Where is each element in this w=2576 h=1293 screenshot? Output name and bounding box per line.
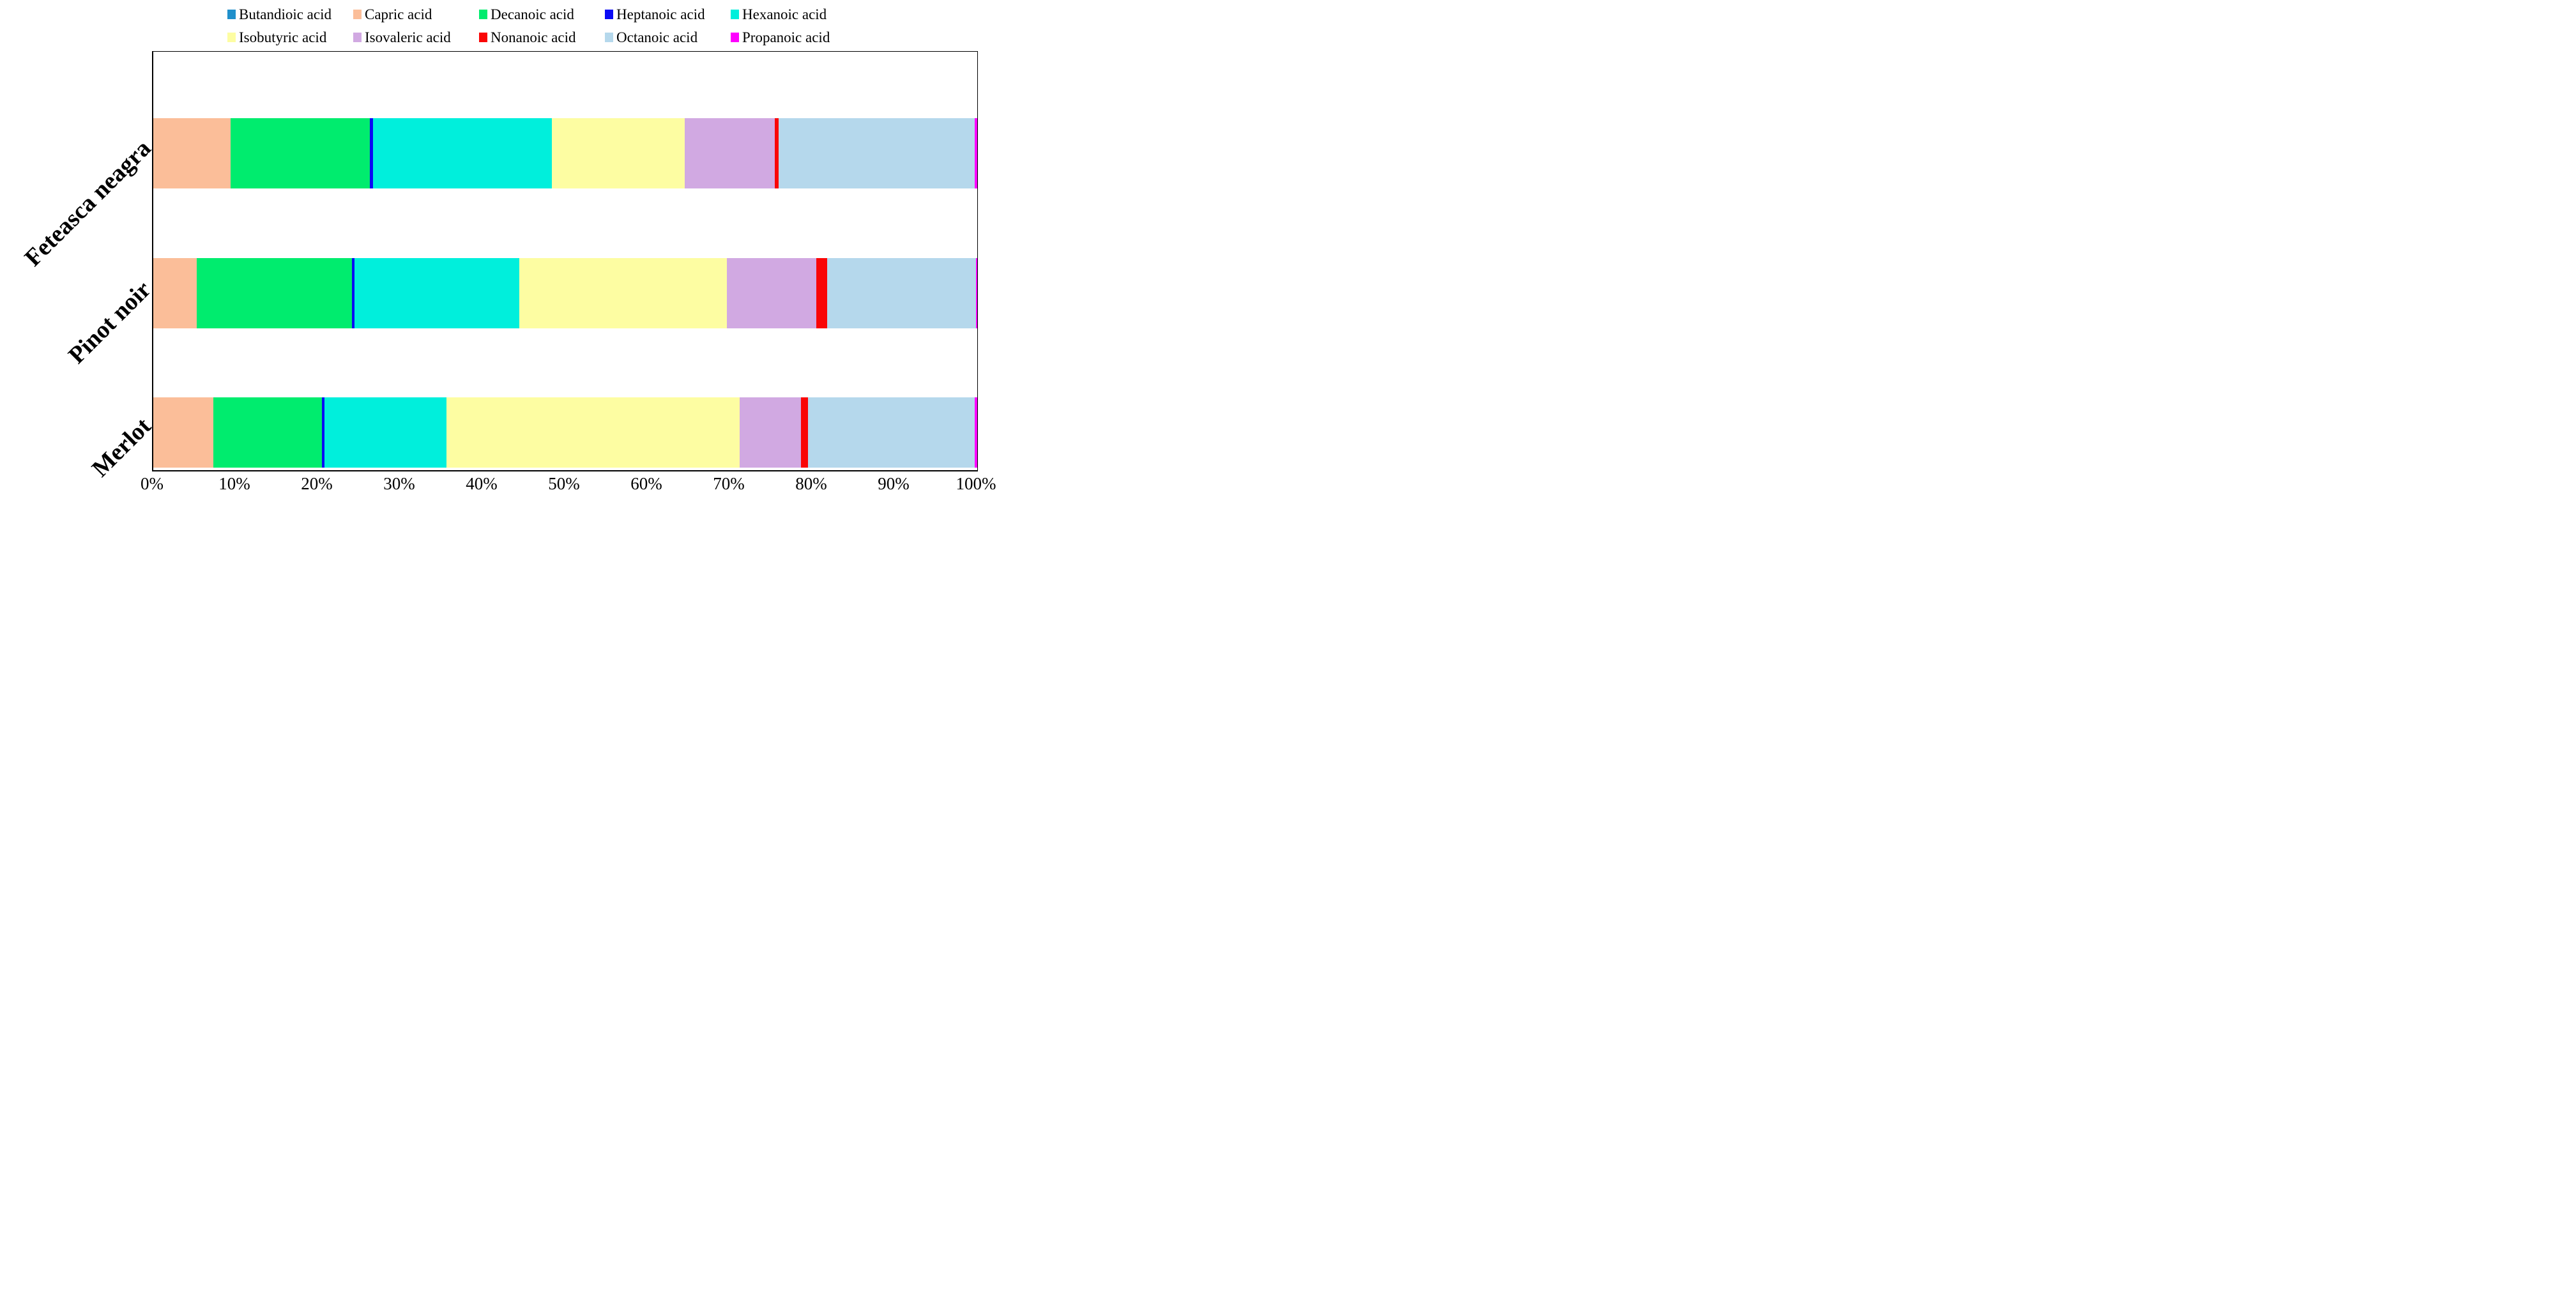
bar-segment-propanoic-acid: [975, 397, 977, 468]
x-tick-label-70pct: 70%: [713, 474, 745, 493]
legend-item-isobutyric-acid: Isobutyric acid: [227, 26, 353, 49]
legend-swatch-icon: [353, 9, 362, 19]
legend-item-decanoic-acid: Decanoic acid: [479, 3, 605, 26]
bar-segment-nonanoic-acid: [800, 397, 809, 468]
legend-swatch-icon: [731, 9, 739, 19]
bar-segment-nonanoic-acid: [774, 118, 779, 189]
x-tick-label-50pct: 50%: [548, 474, 580, 493]
bar-segment-decanoic-acid: [197, 257, 352, 328]
legend-swatch-icon: [605, 32, 613, 42]
legend-label: Hexanoic acid: [742, 6, 827, 22]
category-label-merlot: Merlot: [87, 413, 156, 482]
x-tick-label-40pct: 40%: [466, 474, 498, 493]
legend-item-hexanoic-acid: Hexanoic acid: [731, 3, 857, 26]
bar-segment-nonanoic-acid: [816, 257, 827, 328]
bar-segment-heptanoic-acid: [351, 257, 355, 328]
bar-segment-hexanoic-acid: [373, 118, 553, 189]
legend-swatch-icon: [353, 32, 362, 42]
legend-swatch-icon: [605, 9, 613, 19]
bar-segment-decanoic-acid: [213, 397, 323, 468]
x-tick-label-60pct: 60%: [630, 474, 662, 493]
category-label-feteasca-neagra: Feteasca neagra: [19, 135, 156, 272]
legend-label: Octanoic acid: [616, 29, 698, 45]
legend-label: Isobutyric acid: [239, 29, 327, 45]
x-tick-label-80pct: 80%: [795, 474, 827, 493]
legend-item-isovaleric-acid: Isovaleric acid: [353, 26, 479, 49]
bar-segment-isobutyric-acid: [519, 257, 728, 328]
bar-segment-capric-acid: [153, 118, 231, 189]
x-tick-label-0pct: 0%: [141, 474, 164, 493]
bar-segment-octanoic-acid: [808, 397, 975, 468]
legend-item-octanoic-acid: Octanoic acid: [605, 26, 731, 49]
category-row-pinot-noir: [153, 191, 977, 330]
bar-segment-propanoic-acid: [976, 257, 977, 328]
legend-label: Propanoic acid: [742, 29, 830, 45]
category-row-merlot: [153, 331, 977, 470]
bar-segment-heptanoic-acid: [322, 397, 325, 468]
x-axis-tick-labels: 0% 10% 20% 30% 40% 50% 60% 70% 80% 90% 100%: [0, 473, 1002, 499]
legend-swatch-icon: [227, 9, 236, 19]
bar-segment-isovaleric-acid: [685, 118, 775, 189]
x-tick-label-30pct: 30%: [383, 474, 415, 493]
chart-legend: Butandioic acid Capric acid Decanoic acid H…: [227, 3, 857, 49]
category-label-pinot-noir: Pinot noir: [63, 276, 156, 369]
stacked-bar-merlot: [153, 397, 977, 468]
x-tick-label-90pct: 90%: [878, 474, 910, 493]
stacked-bar-feteasca-neagra: [153, 118, 977, 189]
bar-segment-hexanoic-acid: [354, 257, 520, 328]
bar-segment-propanoic-acid: [975, 118, 977, 189]
legend-label: Isovaleric acid: [365, 29, 451, 45]
legend-item-butandioic-acid: Butandioic acid: [227, 3, 353, 26]
bar-segment-isovaleric-acid: [740, 397, 801, 468]
legend-label: Decanoic acid: [491, 6, 574, 22]
legend-item-propanoic-acid: Propanoic acid: [731, 26, 857, 49]
bar-segment-isobutyric-acid: [552, 118, 685, 189]
x-tick-label-100pct: 100%: [956, 474, 996, 493]
bar-segment-octanoic-acid: [779, 118, 975, 189]
stacked-bar-pinot-noir: [153, 257, 977, 328]
x-tick-label-10pct: 10%: [218, 474, 250, 493]
legend-label: Nonanoic acid: [491, 29, 576, 45]
legend-item-capric-acid: Capric acid: [353, 3, 479, 26]
legend-swatch-icon: [731, 32, 739, 42]
chart-page: Butandioic acid Capric acid Decanoic acid H…: [0, 0, 1002, 502]
bar-segment-isovaleric-acid: [727, 257, 816, 328]
x-tick-label-20pct: 20%: [301, 474, 333, 493]
legend-label: Butandioic acid: [239, 6, 332, 22]
legend-swatch-icon: [479, 32, 487, 42]
plot-area: [152, 51, 978, 471]
legend-item-nonanoic-acid: Nonanoic acid: [479, 26, 605, 49]
legend-item-heptanoic-acid: Heptanoic acid: [605, 3, 731, 26]
bar-segment-heptanoic-acid: [370, 118, 374, 189]
legend-swatch-icon: [479, 9, 487, 19]
legend-swatch-icon: [227, 32, 236, 42]
bar-segment-capric-acid: [153, 257, 197, 328]
bar-segment-isobutyric-acid: [446, 397, 740, 468]
bar-segment-capric-acid: [153, 397, 214, 468]
bar-segment-octanoic-acid: [827, 257, 977, 328]
bar-segment-decanoic-acid: [231, 118, 370, 189]
bar-segment-hexanoic-acid: [324, 397, 447, 468]
category-row-feteasca-neagra: [153, 52, 977, 191]
legend-label: Heptanoic acid: [616, 6, 705, 22]
legend-label: Capric acid: [365, 6, 432, 22]
